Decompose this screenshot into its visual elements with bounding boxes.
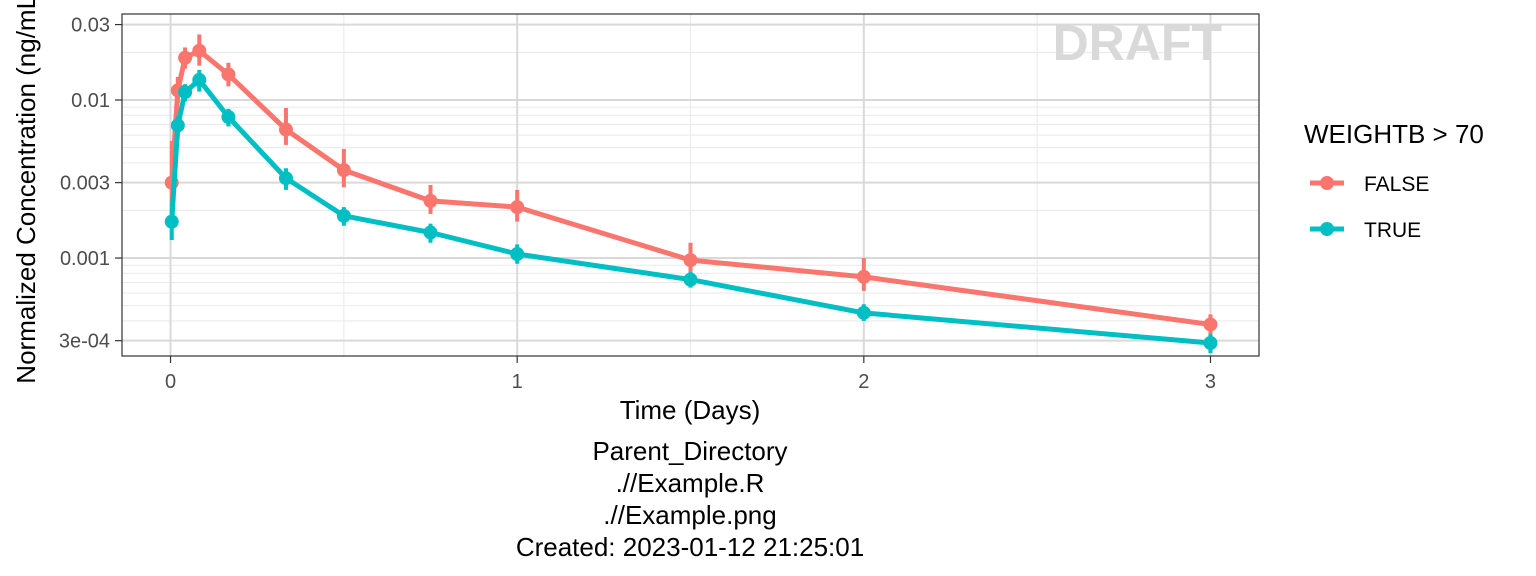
legend-label: FALSE [1364,173,1429,196]
x-tick-label: 1 [512,371,523,393]
data-point [192,72,207,87]
legend: WEIGHTB > 70 FALSE TRUE [1304,119,1484,242]
x-axis-title: Time (Days) [620,395,761,425]
data-point [164,214,179,229]
data-point [510,247,525,262]
y-tick-label: 0.001 [60,248,110,270]
legend-swatch-point [1320,176,1334,190]
caption-line: Parent_Directory [592,436,787,466]
y-axis-title: Normalized Concentration (ng/mL) [11,0,41,384]
y-tick-label: 0.01 [71,90,110,112]
series-layer [164,34,1218,354]
caption-line: .//Example.R [616,468,765,498]
data-point [1203,317,1218,332]
data-point [683,272,698,287]
data-point [221,110,236,125]
y-axis: 3e-04 0.001 0.003 0.01 0.03 [59,15,122,353]
caption: Parent_Directory.//Example.R.//Example.p… [516,436,864,562]
data-point [423,193,438,208]
y-tick-label: 0.03 [71,15,110,37]
legend-key-false: FALSE [1310,173,1429,196]
caption-line: .//Example.png [603,500,776,530]
data-point [278,171,293,186]
x-tick-label: 2 [858,371,869,393]
data-point [336,208,351,223]
data-point [278,122,293,137]
legend-title: WEIGHTB > 70 [1304,119,1484,149]
data-point [221,67,236,82]
x-axis: 0 1 2 3 [165,356,1216,393]
data-point [1203,336,1218,351]
data-point [170,118,185,133]
x-tick-label: 0 [165,371,176,393]
data-point [192,43,207,58]
series-true [164,69,1218,354]
data-point [856,305,871,320]
legend-label: TRUE [1364,219,1421,242]
data-point [336,163,351,178]
data-point [510,200,525,215]
data-point [683,253,698,268]
panel-border [121,13,1260,357]
caption-line: Created: 2023-01-12 21:25:01 [516,532,864,562]
grid-major [122,14,1259,356]
data-point [423,225,438,240]
watermark: DRAFT [1053,15,1222,71]
y-tick-label: 0.003 [60,173,110,195]
data-point [178,85,193,100]
x-tick-label: 3 [1205,371,1216,393]
data-point [856,269,871,284]
legend-key-true: TRUE [1310,219,1421,242]
data-point [178,50,193,65]
y-tick-label: 3e-04 [59,331,110,353]
legend-swatch-point [1320,222,1334,236]
